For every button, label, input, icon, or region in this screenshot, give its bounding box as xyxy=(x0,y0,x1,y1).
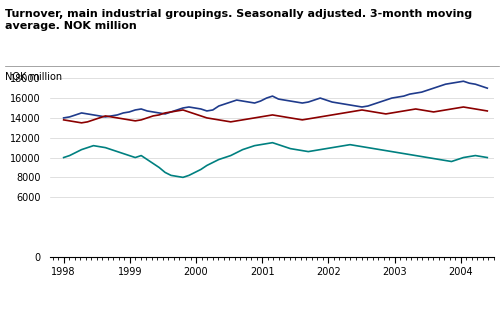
Consumer goods xyxy=(484,109,490,113)
Text: Turnover, main industrial groupings. Seasonally adjusted. 3-month moving
average: Turnover, main industrial groupings. Sea… xyxy=(5,9,472,31)
Intermediate good xyxy=(484,86,490,90)
Capital goods xyxy=(120,152,127,156)
Consumer goods xyxy=(79,121,85,125)
Legend: Intermediate good, Capital goods, Consumer goods: Intermediate good, Capital goods, Consum… xyxy=(98,311,446,313)
Intermediate good xyxy=(329,100,335,104)
Intermediate good xyxy=(461,79,467,83)
Consumer goods xyxy=(305,117,311,121)
Consumer goods xyxy=(353,109,359,113)
Consumer goods xyxy=(461,105,467,109)
Intermediate good xyxy=(299,101,305,105)
Consumer goods xyxy=(60,118,67,122)
Capital goods xyxy=(341,144,347,147)
Intermediate good xyxy=(162,112,168,116)
Capital goods xyxy=(60,156,67,159)
Capital goods xyxy=(359,145,365,149)
Line: Intermediate good: Intermediate good xyxy=(64,81,487,118)
Line: Consumer goods: Consumer goods xyxy=(64,107,487,123)
Capital goods xyxy=(180,176,186,179)
Capital goods xyxy=(210,161,216,164)
Consumer goods xyxy=(210,117,216,121)
Intermediate good xyxy=(347,103,353,107)
Intermediate good xyxy=(204,109,210,113)
Consumer goods xyxy=(335,112,341,116)
Line: Capital goods: Capital goods xyxy=(64,143,487,177)
Consumer goods xyxy=(455,106,461,110)
Text: NOK million: NOK million xyxy=(5,72,62,82)
Intermediate good xyxy=(60,116,67,120)
Capital goods xyxy=(270,141,276,145)
Consumer goods xyxy=(127,118,133,122)
Intermediate good xyxy=(120,111,127,115)
Capital goods xyxy=(311,149,318,152)
Capital goods xyxy=(461,156,467,159)
Capital goods xyxy=(484,156,490,159)
